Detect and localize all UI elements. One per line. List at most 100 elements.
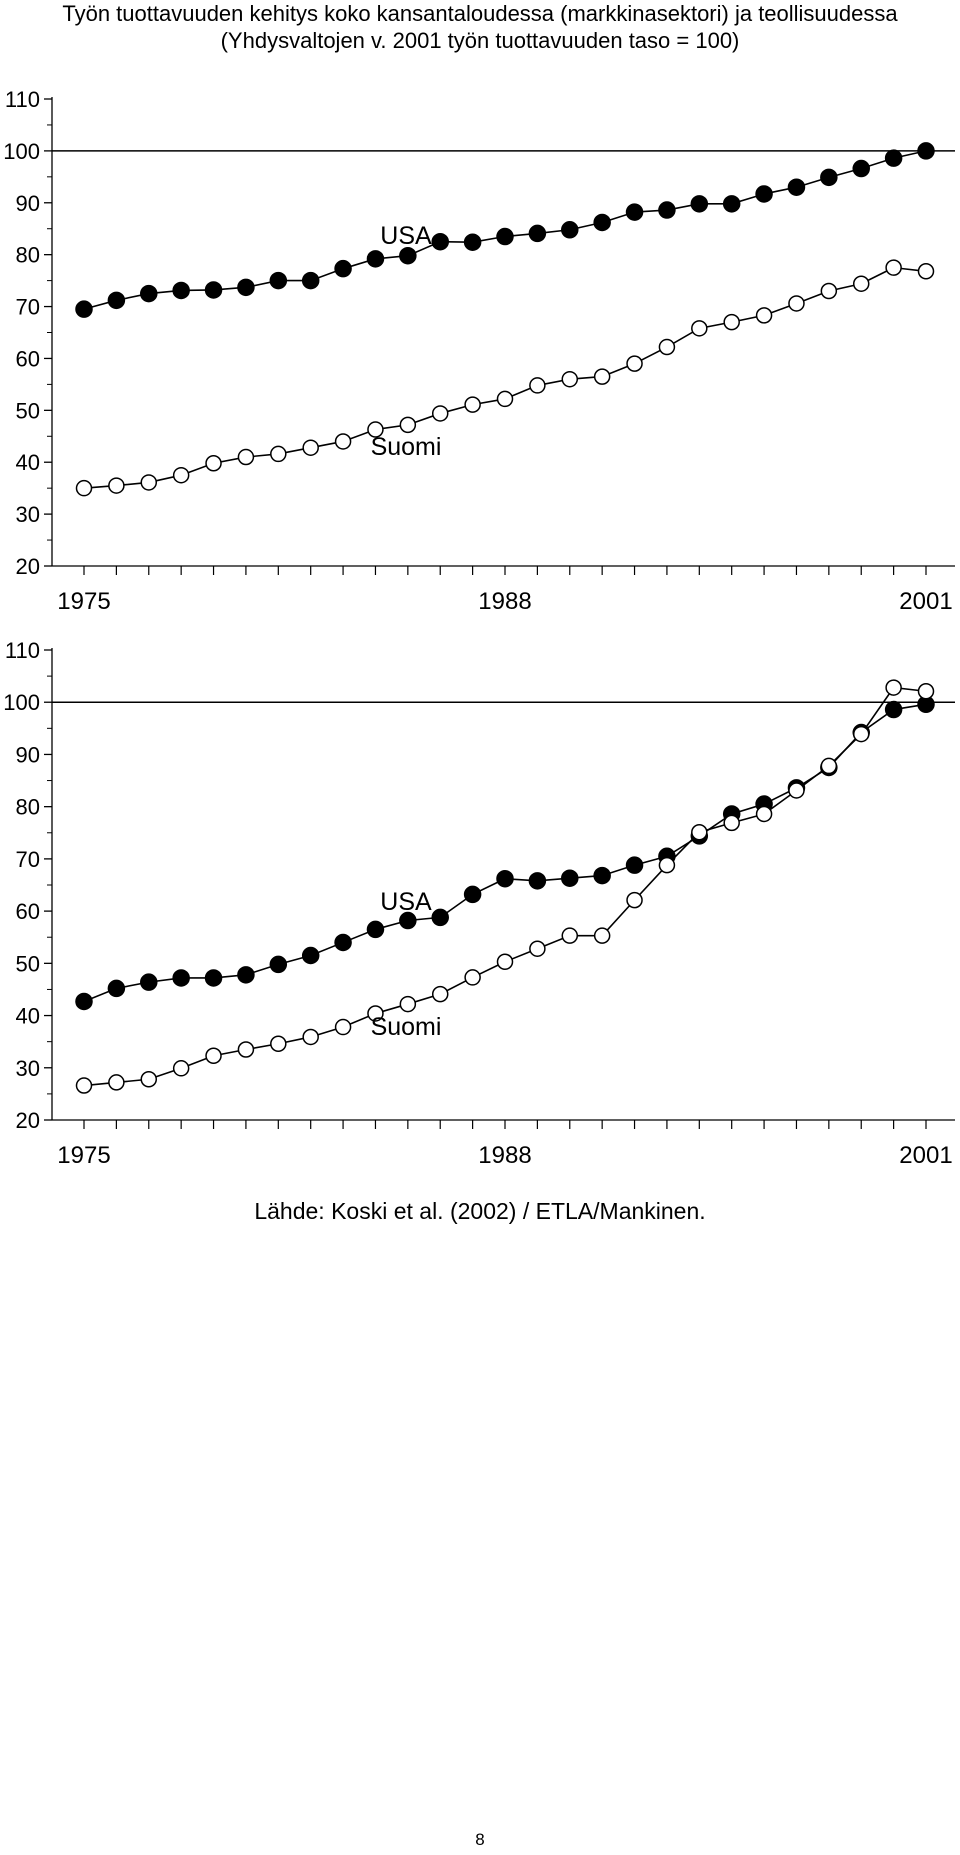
series-label-suomi: Suomi (371, 433, 442, 461)
page-number: 8 (475, 1830, 485, 1849)
data-point-suomi (561, 927, 579, 944)
data-point-suomi (140, 474, 158, 491)
data-point-usa (237, 278, 255, 297)
x-tick-label: 1975 (57, 588, 110, 615)
data-point-suomi (561, 370, 579, 388)
data-point-suomi (140, 1071, 158, 1088)
data-point-usa (237, 966, 255, 984)
x-tick-label: 1988 (478, 588, 531, 615)
data-point-usa (852, 159, 870, 178)
data-point-suomi (529, 940, 546, 957)
data-point-suomi (464, 969, 481, 986)
y-tick-label: 50 (16, 951, 40, 976)
data-point-suomi (723, 814, 740, 832)
data-point-usa (463, 233, 482, 251)
data-point-suomi (172, 466, 190, 484)
data-point-suomi (723, 313, 740, 331)
data-point-usa (755, 185, 773, 203)
data-point-usa (431, 908, 449, 927)
data-point-usa (172, 969, 190, 987)
data-point-suomi (108, 1074, 125, 1091)
data-point-usa (334, 933, 352, 952)
data-point-usa (172, 281, 190, 300)
data-point-usa (204, 281, 223, 299)
y-tick-label: 40 (16, 450, 40, 475)
x-tick-label: 2001 (899, 588, 952, 615)
data-point-suomi (788, 295, 805, 312)
title-line-1: Työn tuottavuuden kehitys koko kansantal… (62, 1, 898, 26)
data-point-usa (107, 979, 126, 998)
data-point-usa (140, 284, 158, 303)
series-label-suomi: Suomi (371, 1013, 442, 1041)
data-point-suomi (431, 985, 449, 1003)
y-tick-label: 20 (16, 554, 40, 579)
data-point-suomi (593, 927, 611, 944)
data-point-usa (658, 201, 676, 219)
data-point-suomi (367, 1005, 384, 1022)
data-point-usa (625, 856, 644, 874)
y-tick-label: 90 (16, 191, 40, 216)
data-point-suomi (820, 282, 838, 300)
data-point-suomi (788, 782, 805, 799)
data-point-usa (561, 221, 579, 239)
series-label-usa: USA (380, 888, 432, 916)
data-point-suomi (399, 416, 417, 434)
data-point-suomi (820, 757, 838, 775)
title-line-2: (Yhdysvaltojen v. 2001 työn tuottavuuden… (220, 28, 740, 53)
y-tick-label: 80 (16, 795, 40, 820)
data-point-usa (496, 227, 514, 246)
data-point-usa (75, 992, 93, 1011)
data-point-usa (884, 700, 903, 719)
y-tick-label: 30 (16, 1056, 40, 1081)
data-point-suomi (658, 856, 676, 874)
data-point-usa (690, 195, 709, 213)
data-point-usa (366, 920, 385, 939)
y-tick-label: 30 (16, 502, 40, 527)
y-tick-label: 70 (16, 847, 40, 872)
data-point-suomi (302, 439, 319, 456)
y-tick-label: 60 (16, 346, 40, 371)
data-point-suomi (529, 377, 546, 394)
data-point-suomi (270, 445, 287, 463)
y-tick-label: 50 (16, 398, 40, 423)
data-point-usa (301, 946, 320, 965)
data-point-suomi (334, 1018, 352, 1036)
data-point-suomi (658, 338, 676, 356)
data-point-suomi (334, 433, 352, 450)
data-point-usa (463, 885, 482, 904)
data-point-usa (528, 224, 547, 243)
y-tick-label: 40 (16, 1004, 40, 1029)
data-point-suomi (367, 421, 384, 438)
data-point-usa (399, 246, 417, 265)
data-point-suomi (593, 368, 611, 385)
y-tick-label: 20 (16, 1108, 40, 1133)
data-point-usa (917, 142, 935, 160)
data-point-suomi (205, 1047, 222, 1065)
data-point-suomi (75, 479, 93, 497)
y-tick-label: 70 (16, 295, 40, 320)
data-point-usa (107, 291, 126, 310)
data-point-usa (301, 271, 320, 290)
data-point-suomi (917, 683, 935, 700)
data-point-suomi (852, 725, 870, 743)
data-point-usa (334, 259, 352, 278)
chart-manufacturing: 110 100 90 80 70 60 50 40 30 20 1975 1988 2001 USA Suo… (3, 638, 955, 1169)
y-tick-label: 100 (3, 139, 40, 164)
data-point-usa (593, 866, 611, 885)
data-point-usa (884, 149, 903, 167)
data-point-usa (75, 300, 93, 318)
data-point-usa (431, 232, 449, 251)
data-point-usa (787, 178, 806, 196)
data-point-suomi (885, 679, 902, 696)
y-tick-label: 100 (3, 690, 40, 715)
data-point-suomi (626, 355, 643, 372)
data-point-suomi (205, 455, 222, 472)
data-point-suomi (75, 1077, 93, 1094)
series-label-usa: USA (380, 222, 432, 250)
data-point-usa (593, 213, 611, 232)
data-point-suomi (691, 824, 708, 841)
data-point-usa (269, 955, 288, 974)
data-point-suomi (852, 275, 870, 292)
data-point-suomi (237, 448, 255, 466)
source-note: Lähde: Koski et al. (2002) / ETLA/Mankin… (254, 1198, 706, 1224)
